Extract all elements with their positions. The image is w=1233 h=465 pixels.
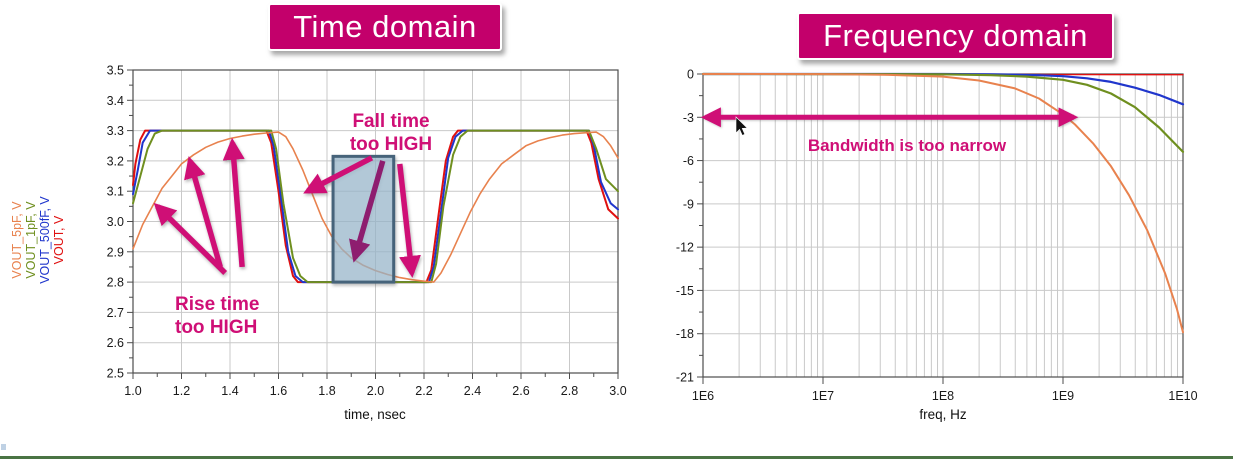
x-tick-label: 2.4 xyxy=(464,384,481,398)
y-tick-label: -15 xyxy=(676,284,694,298)
x-tick-label: 2.0 xyxy=(367,384,384,398)
y-axis-series-label: VOUT_1pF, V xyxy=(24,201,38,279)
time-domain-chart: 1.0 1.2 1.4 1.6 1.8 2.0 2.2 2.4 2.6 2.8 3.0 2.5 2.6 2… xyxy=(10,64,627,423)
mouse-cursor-icon xyxy=(735,116,748,136)
freq-x-axis-title: freq, Hz xyxy=(919,407,967,422)
time-domain-title: Time domain xyxy=(293,9,477,44)
slide-footer-rule xyxy=(0,456,1233,459)
fall-arrow xyxy=(349,160,386,263)
fall-arrow xyxy=(303,155,374,194)
y-tick-label: 3.2 xyxy=(107,154,124,168)
x-tick-label: 1E7 xyxy=(812,389,834,403)
y-tick-label: 3.0 xyxy=(107,215,124,229)
y-tick-label: -9 xyxy=(683,197,694,211)
y-tick-label: -12 xyxy=(676,241,694,255)
x-tick-label: 1.2 xyxy=(173,384,190,398)
y-axis-series-label: VOUT_500fF, V xyxy=(38,196,52,284)
y-tick-label: 3.1 xyxy=(107,185,124,199)
x-tick-label: 2.2 xyxy=(415,384,432,398)
fall-time-label-line1: Fall time xyxy=(352,111,429,132)
y-tick-label: 0 xyxy=(687,68,694,82)
fall-arrow xyxy=(397,163,421,278)
x-tick-label: 1.4 xyxy=(221,384,238,398)
y-tick-label: 2.5 xyxy=(107,367,124,381)
x-tick-label: 1E9 xyxy=(1052,389,1074,403)
y-tick-label: 3.3 xyxy=(107,124,124,138)
frequency-domain-chart: 0 -3 -6 -9 -12 -15 -18 -21 1E6 1E7 1E8 1E9 1E10 Band… xyxy=(676,68,1198,423)
y-tick-label: 3.5 xyxy=(107,64,124,78)
y-tick-label: -21 xyxy=(676,371,694,385)
y-tick-label: -18 xyxy=(676,327,694,341)
y-tick-label: 2.8 xyxy=(107,276,124,290)
footer-artifact xyxy=(1,444,6,450)
time-annotations xyxy=(153,137,421,284)
y-tick-label: 3.4 xyxy=(107,94,124,108)
x-tick-label: 2.8 xyxy=(561,384,578,398)
rise-arrow xyxy=(222,137,245,268)
x-tick-label: 1.6 xyxy=(270,384,287,398)
y-tick-label: -3 xyxy=(683,111,694,125)
rise-arrow xyxy=(153,202,228,275)
time-plot-generated: 1.0 1.2 1.4 1.6 1.8 2.0 2.2 2.4 2.6 2.8 3.0 2.5 2.6 2… xyxy=(107,64,627,399)
x-tick-label: 1E6 xyxy=(692,389,714,403)
rise-time-label-line2: too HIGH xyxy=(175,317,257,338)
y-tick-label: 2.9 xyxy=(107,245,124,259)
x-tick-label: 1E10 xyxy=(1168,389,1197,403)
y-tick-label: 2.6 xyxy=(107,336,124,350)
rise-time-label-line1: Rise time xyxy=(175,294,259,315)
frequency-domain-title: Frequency domain xyxy=(823,18,1088,53)
time-x-axis-title: time, nsec xyxy=(344,407,406,422)
trace-vout-1pf-v xyxy=(701,72,1185,154)
rise-arrow xyxy=(184,156,223,268)
bandwidth-label: Bandwidth is too narrow xyxy=(808,136,1007,155)
time-domain-title-badge: Time domain xyxy=(268,3,502,51)
x-tick-label: 1.8 xyxy=(318,384,335,398)
x-tick-label: 1E8 xyxy=(932,389,954,403)
fall-time-label-line2: too HIGH xyxy=(350,134,432,155)
y-axis-series-label: VOUT, V xyxy=(52,215,66,264)
trace-vout-1pf-v xyxy=(132,129,619,284)
y-tick-label: 2.7 xyxy=(107,306,124,320)
frequency-domain-title-badge: Frequency domain xyxy=(797,12,1114,60)
y-tick-label: -6 xyxy=(683,154,694,168)
x-tick-label: 3.0 xyxy=(609,384,626,398)
plot-border xyxy=(132,69,619,374)
x-tick-label: 2.6 xyxy=(512,384,529,398)
x-tick-label: 1.0 xyxy=(124,384,141,398)
y-axis-series-label: VOUT_5pF, V xyxy=(10,201,24,279)
